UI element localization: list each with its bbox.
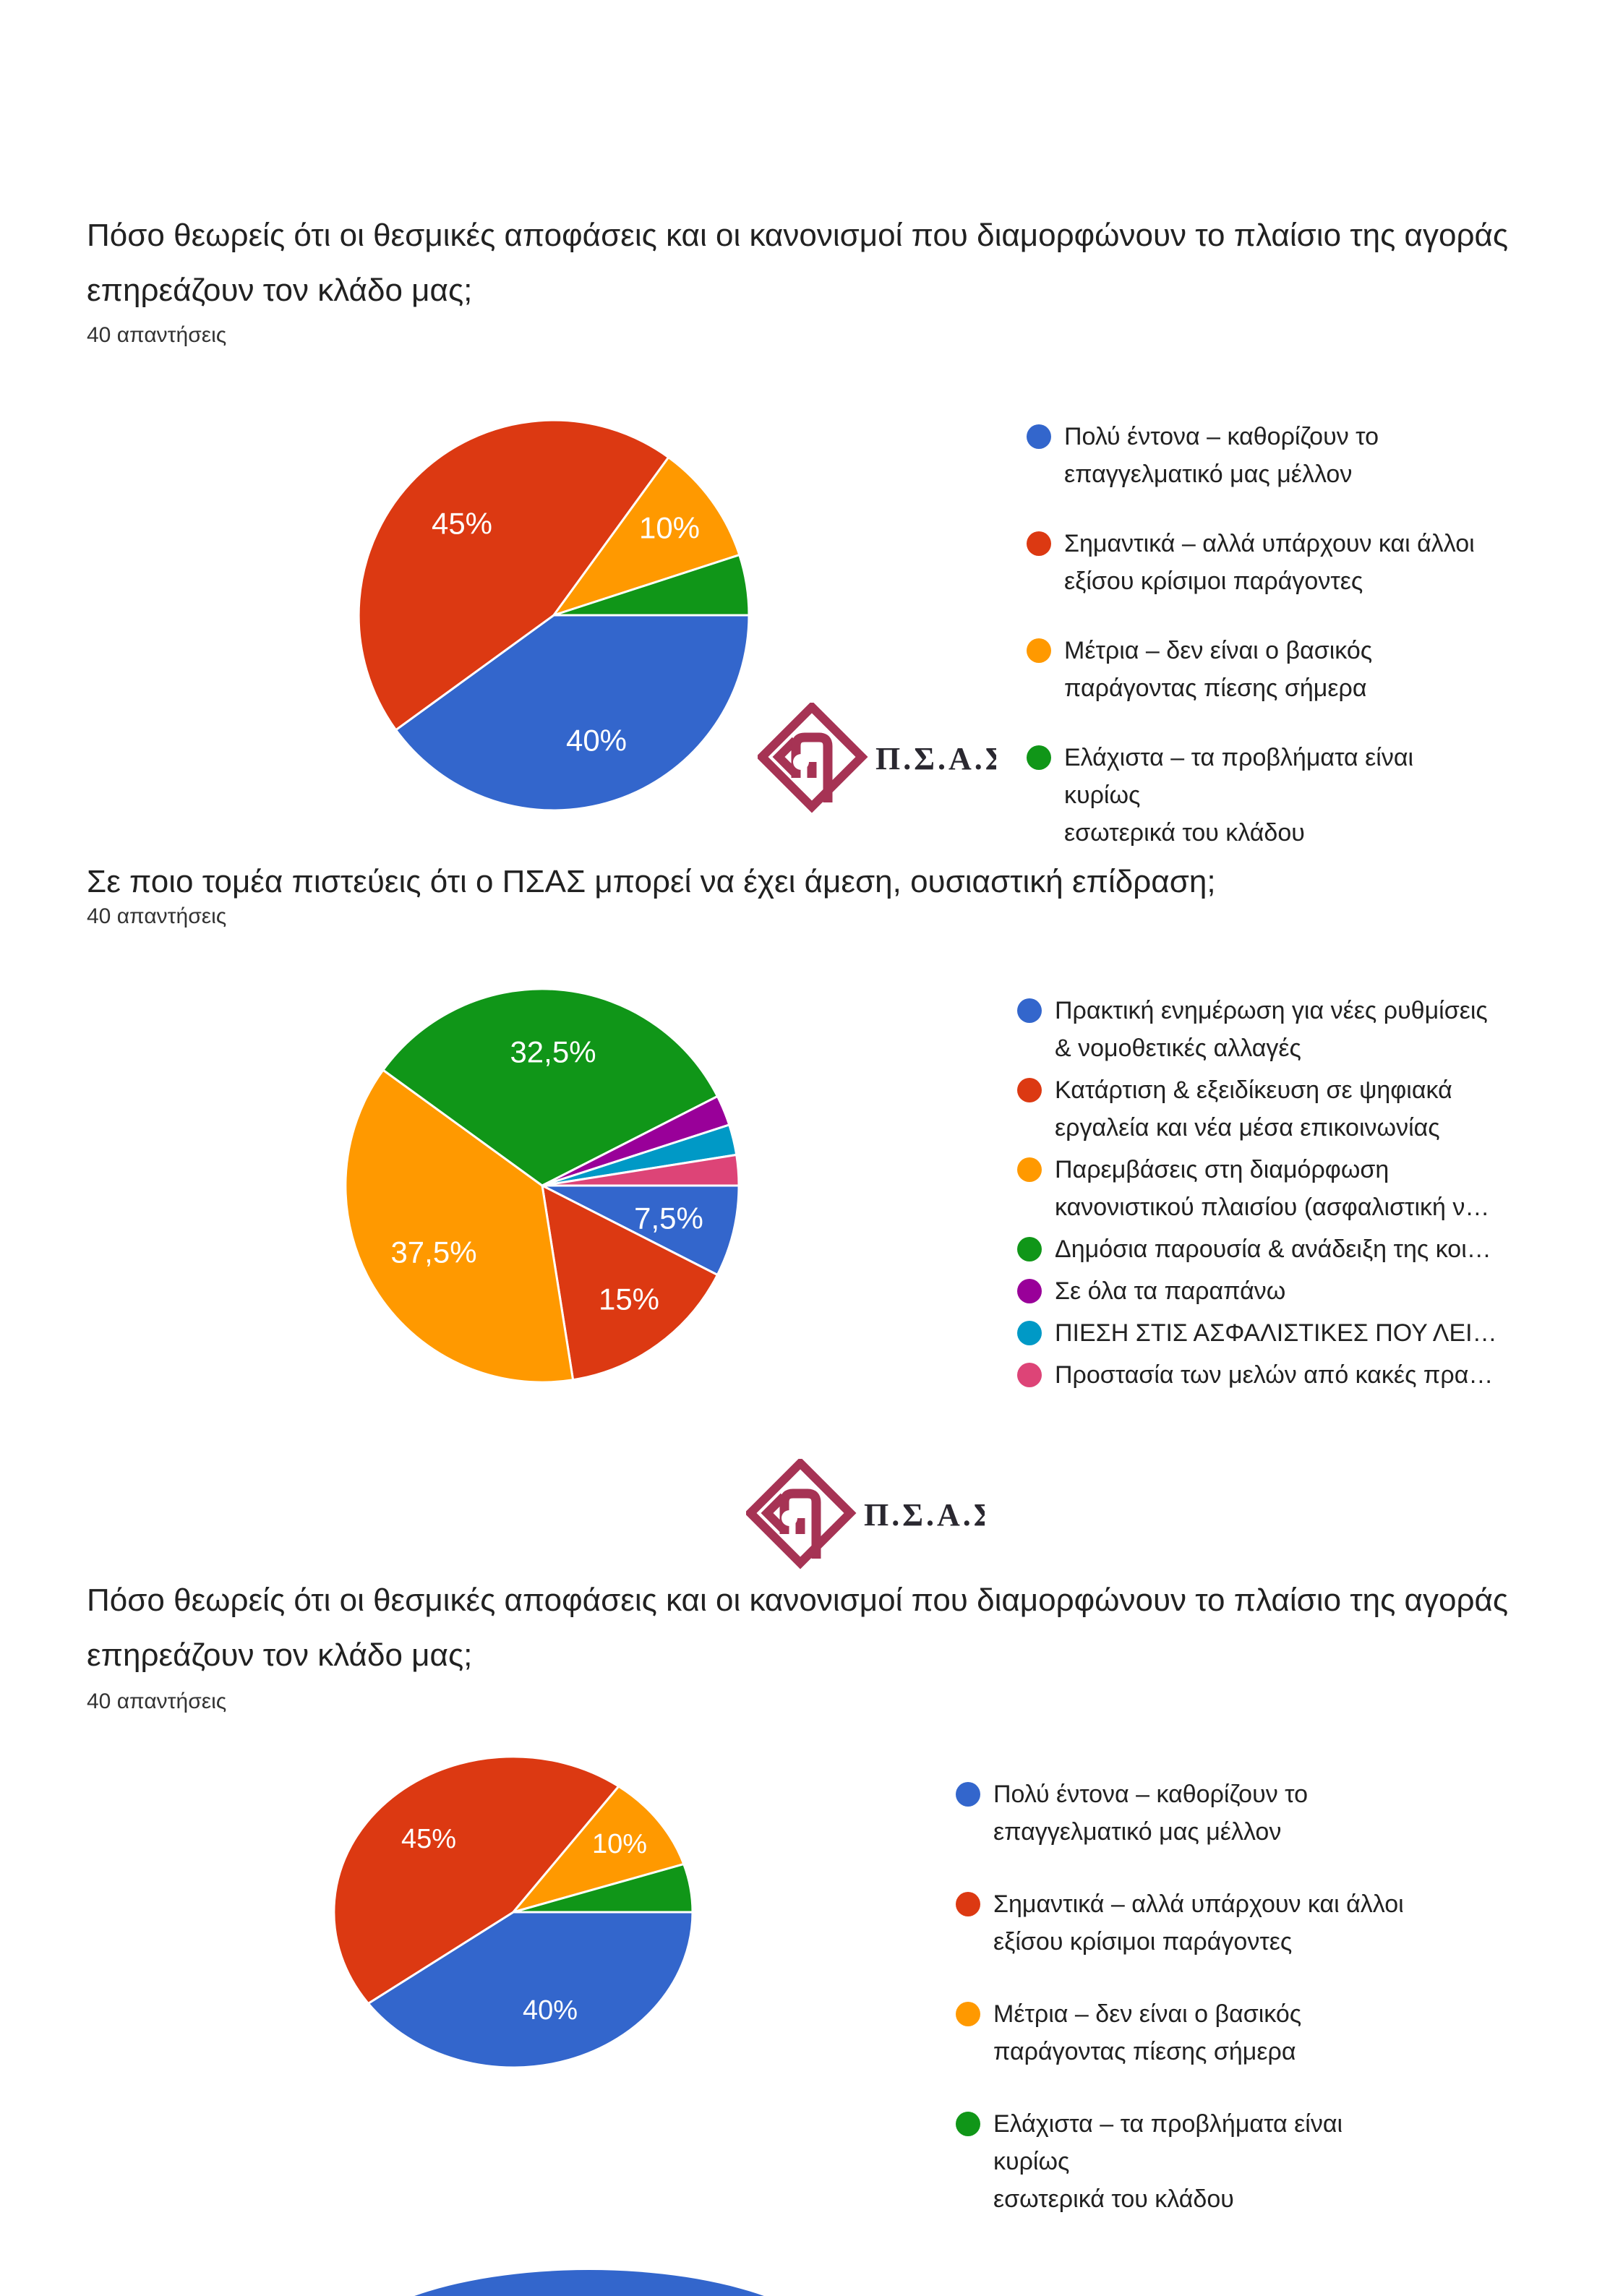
chart3-question-title: Πόσο θεωρείς ότι οι θεσμικές αποφάσεις κ… (87, 1582, 1509, 1673)
psas-logo: Π.Σ.Α.Σ. (758, 703, 996, 813)
chart2-slice-prostasia (541, 1153, 740, 1187)
green-legend-dot-icon (956, 2112, 980, 2136)
psas-logo-text: Π.Σ.Α.Σ. (875, 741, 996, 776)
legend-item-label: Ελάχιστα – τα προβλήματα είναι κυρίως εσ… (1064, 744, 1414, 847)
legend-item-label: Κατάρτιση & εξειδίκευση σε ψηφιακά εργαλ… (1055, 1076, 1452, 1141)
chart1-legend: Πολύ έντονα – καθορίζουν το επαγγελματικ… (1027, 418, 1475, 883)
purple-legend-dot-icon (1017, 1279, 1042, 1303)
chart2-legend: Πρακτική ενημέρωση για νέες ρυθμίσεις & … (1017, 992, 1523, 1398)
chart3-slice-metria (512, 1785, 685, 1914)
chart2-legend-item-se-ola: Σε όλα τα παραπάνω (1017, 1272, 1523, 1310)
orange-legend-dot-icon (1017, 1157, 1042, 1182)
chart2-label-7_5: 7,5% (634, 1201, 703, 1235)
chart3-legend-item-metria: Μέτρια – δεν είναι ο βασικός παράγοντας … (956, 1995, 1418, 2070)
legend-item-label: Σε όλα τα παραπάνω (1055, 1277, 1286, 1305)
chart2-legend-item-prostasia: Προστασία των μελών από κακές πρα… (1017, 1356, 1523, 1394)
legend-item-label: Προστασία των μελών από κακές πρα… (1055, 1361, 1494, 1389)
chart2-response-count: 40 απαντήσεις (87, 904, 227, 928)
chart2-slice-praktiki-enimerosi (541, 1184, 740, 1276)
red-legend-dot-icon (1017, 1078, 1042, 1102)
chart3-slice-elaxista (512, 1863, 694, 1914)
chart2-label-32_5: 32,5% (510, 1035, 596, 1069)
legend-item-label: ΠΙΕΣΗ ΣΤΙΣ ΑΣΦΑΛΙΣΤΙΚΕΣ ΠΟΥ ΛΕΙ… (1055, 1319, 1497, 1347)
chart2-label-15: 15% (599, 1282, 659, 1316)
green-legend-dot-icon (1017, 1237, 1042, 1261)
chart2-slice-paremvaseis (344, 1068, 575, 1384)
chart3-legend-item-poly-entona: Πολύ έντονα – καθορίζουν το επαγγελματικ… (956, 1775, 1418, 1851)
legend-item-label: Σημαντικά – αλλά υπάρχουν και άλλοι εξίσ… (1064, 530, 1475, 595)
teal-legend-dot-icon (1017, 1321, 1042, 1345)
chart1-label-40: 40% (566, 724, 627, 758)
chart3-slice-simantika (333, 1755, 620, 2005)
green-legend-dot-icon (1027, 745, 1051, 770)
chart3-label-10: 10% (592, 1829, 647, 1859)
chart3-slice-poly-entona (367, 1911, 694, 2069)
chart2-slice-katartisi (541, 1184, 719, 1382)
chart1-legend-item-poly-entona: Πολύ έντονα – καθορίζουν το επαγγελματικ… (1027, 418, 1475, 493)
orange-legend-dot-icon (956, 2002, 980, 2026)
legend-item-label: Σημαντικά – αλλά υπάρχουν και άλλοι εξίσ… (993, 1890, 1404, 1956)
chart2-legend-item-paremvaseis: Παρεμβάσεις στη διαμόρφωση κανονιστικού … (1017, 1151, 1523, 1226)
chart2-legend-item-katartisi: Κατάρτιση & εξειδίκευση σε ψηφιακά εργαλ… (1017, 1071, 1523, 1147)
chart2-label-37_5: 37,5% (390, 1235, 476, 1269)
chart1-slice-metria (552, 456, 741, 617)
psas-logo: Π.Σ.Α.Σ. (746, 1459, 985, 1569)
next-pie-top-sliver (336, 2270, 842, 2296)
chart2-legend-item-dimosia: Δημόσια παρουσία & ανάδειξη της κοι… (1017, 1230, 1523, 1268)
chart2-slice-dimosia-parousia (382, 988, 719, 1187)
chart3-legend-item-elaxista: Ελάχιστα – τα προβλήματα είναι κυρίως εσ… (956, 2105, 1418, 2218)
chart1-label-10: 10% (639, 511, 700, 545)
legend-item-label: Μέτρια – δεν είναι ο βασικός παράγοντας … (993, 2000, 1302, 2065)
blue-legend-dot-icon (956, 1782, 980, 1807)
chart3-legend-item-simantika: Σημαντικά – αλλά υπάρχουν και άλλοι εξίσ… (956, 1885, 1418, 1961)
blue-legend-dot-icon (1027, 424, 1051, 449)
chart2-question-title: Σε ποιο τομέα πιστεύεις ότι ο ΠΣΑΣ μπορε… (87, 864, 1216, 899)
chart3-response-count: 40 απαντήσεις (87, 1689, 227, 1713)
chart1-slice-simantika (357, 419, 670, 732)
red-legend-dot-icon (1027, 531, 1051, 556)
orange-legend-dot-icon (1027, 638, 1051, 663)
red-legend-dot-icon (956, 1892, 980, 1916)
chart1-question-title: Πόσο θεωρείς ότι οι θεσμικές αποφάσεις κ… (87, 218, 1509, 308)
chart3-pie: 45% 10% 40% (333, 1755, 694, 2069)
psas-diamond-icon (758, 703, 868, 813)
psas-diamond-icon (746, 1459, 857, 1569)
chart2-legend-item-praktiki: Πρακτική ενημέρωση για νέες ρυθμίσεις & … (1017, 992, 1523, 1067)
legend-item-label: Πρακτική ενημέρωση για νέες ρυθμίσεις & … (1055, 997, 1488, 1062)
legend-item-label: Ελάχιστα – τα προβλήματα είναι κυρίως εσ… (993, 2110, 1343, 2213)
chart1-response-count: 40 απαντήσεις (87, 323, 227, 347)
chart1-label-45: 45% (432, 507, 492, 541)
blue-legend-dot-icon (1017, 998, 1042, 1023)
chart3-label-45: 45% (401, 1824, 456, 1854)
chart1-pie: 45% 10% 40% (357, 419, 750, 812)
pink-legend-dot-icon (1017, 1363, 1042, 1387)
chart1-legend-item-elaxista: Ελάχιστα – τα προβλήματα είναι κυρίως εσ… (1027, 739, 1475, 852)
chart1-legend-item-metria: Μέτρια – δεν είναι ο βασικός παράγοντας … (1027, 632, 1475, 707)
legend-item-label: Παρεμβάσεις στη διαμόρφωση κανονιστικού … (1055, 1156, 1490, 1221)
chart2-legend-item-piesi: ΠΙΕΣΗ ΣΤΙΣ ΑΣΦΑΛΙΣΤΙΚΕΣ ΠΟΥ ΛΕΙ… (1017, 1314, 1523, 1352)
legend-item-label: Πολύ έντονα – καθορίζουν το επαγγελματικ… (993, 1781, 1308, 1846)
legend-item-label: Δημόσια παρουσία & ανάδειξη της κοι… (1055, 1235, 1491, 1263)
legend-item-label: Πολύ έντονα – καθορίζουν το επαγγελματικ… (1064, 423, 1379, 488)
chart1-slice-poly-entona (395, 614, 750, 812)
chart3-label-40: 40% (523, 1995, 578, 2026)
psas-logo-text: Π.Σ.Α.Σ. (864, 1497, 985, 1533)
chart1-legend-item-simantika: Σημαντικά – αλλά υπάρχουν και άλλοι εξίσ… (1027, 525, 1475, 600)
chart1-slice-elaxista (552, 554, 750, 617)
legend-item-label: Μέτρια – δεν είναι ο βασικός παράγοντας … (1064, 637, 1373, 702)
chart3-legend: Πολύ έντονα – καθορίζουν το επαγγελματικ… (956, 1775, 1418, 2253)
chart2-pie: 32,5% 37,5% 15% 7,5% (344, 988, 740, 1384)
